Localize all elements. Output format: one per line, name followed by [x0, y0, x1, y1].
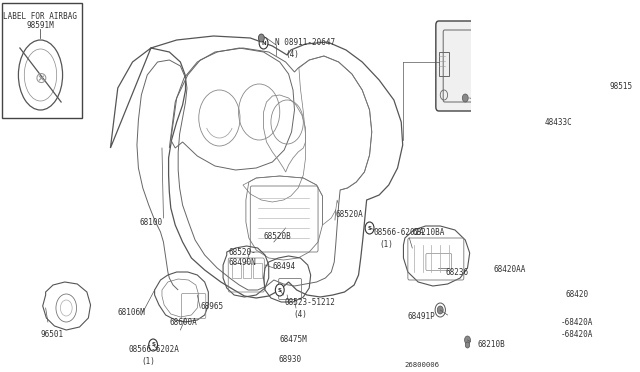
Text: 68420AA: 68420AA — [493, 265, 525, 274]
Text: 48433C: 48433C — [545, 118, 573, 127]
FancyBboxPatch shape — [436, 21, 550, 111]
Text: 08566-6202A: 08566-6202A — [129, 345, 180, 354]
Text: 68520A: 68520A — [336, 210, 364, 219]
Text: (4): (4) — [285, 50, 300, 59]
Text: 68106M: 68106M — [118, 308, 145, 317]
Circle shape — [259, 37, 268, 49]
Text: 68600A: 68600A — [170, 318, 197, 327]
Text: (4): (4) — [293, 310, 307, 319]
Text: -68420A: -68420A — [561, 330, 593, 339]
Circle shape — [465, 342, 470, 348]
Text: 68930: 68930 — [278, 355, 301, 364]
Text: 08566-6202A: 08566-6202A — [374, 228, 425, 237]
Text: 68236: 68236 — [445, 268, 468, 277]
Text: LABEL FOR AIRBAG: LABEL FOR AIRBAG — [3, 12, 77, 21]
Text: S: S — [367, 225, 372, 231]
Text: 96501: 96501 — [40, 330, 63, 339]
Circle shape — [465, 336, 470, 344]
Circle shape — [462, 94, 468, 102]
Circle shape — [275, 284, 284, 296]
Text: 98591M: 98591M — [27, 21, 54, 30]
Text: 68965: 68965 — [200, 302, 223, 311]
Text: N 08911-20647: N 08911-20647 — [275, 38, 335, 47]
Text: S: S — [278, 288, 282, 292]
Text: 26800006: 26800006 — [405, 362, 440, 368]
Text: S: S — [151, 343, 155, 347]
Text: N: N — [261, 41, 266, 45]
Text: 68494: 68494 — [273, 262, 296, 271]
Text: 68210BA: 68210BA — [412, 228, 445, 237]
Text: 68475M: 68475M — [280, 335, 307, 344]
Text: 68100: 68100 — [140, 218, 163, 227]
Text: ⊗: ⊗ — [34, 71, 47, 86]
Circle shape — [259, 34, 264, 42]
Text: 68490N: 68490N — [228, 258, 256, 267]
Text: -68420A: -68420A — [561, 318, 593, 327]
Text: 08523-51212: 08523-51212 — [284, 298, 335, 307]
Text: 98515: 98515 — [609, 82, 633, 91]
Circle shape — [437, 306, 443, 314]
Text: 68420: 68420 — [565, 290, 589, 299]
Text: 68491P: 68491P — [407, 312, 435, 321]
Text: (1): (1) — [141, 357, 156, 366]
Text: (1): (1) — [379, 240, 393, 249]
Circle shape — [365, 222, 374, 234]
Text: 68210B: 68210B — [477, 340, 505, 349]
Text: 68520-: 68520- — [228, 248, 256, 257]
Circle shape — [148, 339, 157, 351]
Text: 68520B: 68520B — [264, 232, 291, 241]
